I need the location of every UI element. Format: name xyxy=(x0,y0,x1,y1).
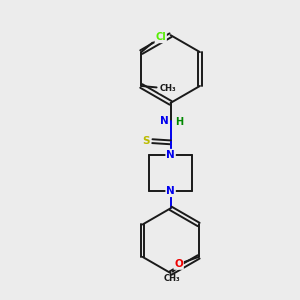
Text: N: N xyxy=(166,186,175,196)
Text: N: N xyxy=(166,150,175,160)
Text: CH₃: CH₃ xyxy=(164,274,181,283)
Text: N: N xyxy=(160,116,169,126)
Text: H: H xyxy=(176,117,184,127)
Text: O: O xyxy=(174,259,183,269)
Text: S: S xyxy=(142,136,150,146)
Text: Cl: Cl xyxy=(155,32,166,42)
Text: CH₃: CH₃ xyxy=(160,83,176,92)
